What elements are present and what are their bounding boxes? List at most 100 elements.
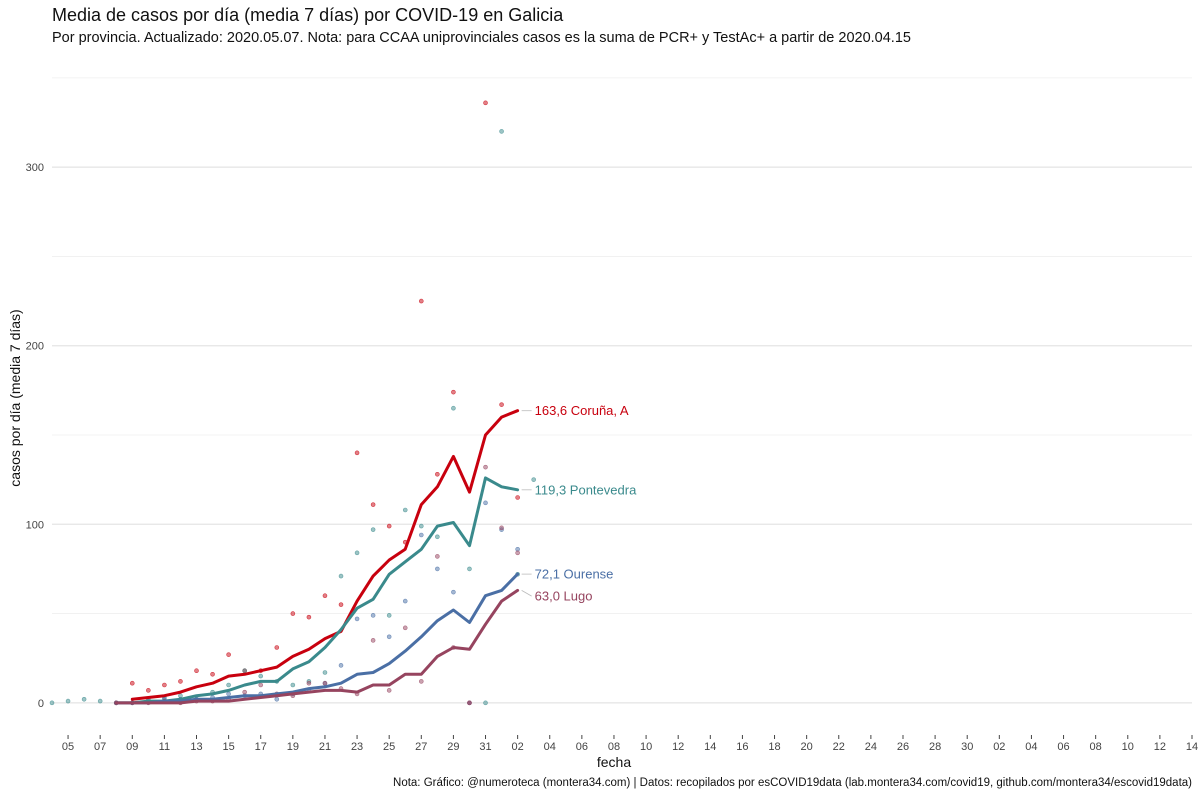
x-tick-label: 22 xyxy=(833,741,845,753)
data-point-pontevedra xyxy=(499,129,504,134)
data-point-ourense xyxy=(338,663,344,668)
data-point-pontevedra xyxy=(531,477,536,482)
end-label-ourense: 72,1 Ourense xyxy=(535,567,614,582)
x-tick-label: 19 xyxy=(287,741,299,753)
chart-title: Media de casos por día (media 7 días) po… xyxy=(52,5,564,25)
x-tick-label: 24 xyxy=(865,741,877,753)
data-point-coru-a-a xyxy=(435,471,440,477)
data-point-lugo xyxy=(322,680,328,686)
data-point-lugo xyxy=(418,679,424,684)
data-point-pontevedra xyxy=(483,700,488,706)
end-label-lugo: 63,0 Lugo xyxy=(535,589,593,604)
x-tick-label: 04 xyxy=(544,741,556,753)
data-point-lugo xyxy=(242,689,247,695)
x-tick-label: 16 xyxy=(736,741,748,753)
data-point-pontevedra xyxy=(97,698,103,704)
data-point-coru-a-a xyxy=(306,614,312,620)
x-tick-label: 25 xyxy=(383,741,395,753)
data-point-pontevedra xyxy=(338,573,344,579)
data-point-pontevedra xyxy=(49,700,55,706)
data-point-coru-a-a xyxy=(483,100,488,106)
data-point-lugo xyxy=(306,680,312,686)
x-tick-label: 26 xyxy=(897,741,909,753)
data-point-coru-a-a xyxy=(210,671,215,677)
end-label-coru-a-a: 163,6 Coruña, A xyxy=(535,403,629,418)
data-point-coru-a-a xyxy=(162,682,167,688)
data-point-pontevedra xyxy=(226,682,231,688)
x-tick-label: 14 xyxy=(1186,741,1198,753)
x-tick-label: 06 xyxy=(1057,741,1069,753)
data-point-lugo xyxy=(483,464,488,470)
x-tick-label: 10 xyxy=(1122,741,1134,753)
data-point-lugo xyxy=(515,550,520,556)
data-point-pontevedra xyxy=(451,405,456,411)
data-point-pontevedra xyxy=(290,682,296,688)
data-point-lugo xyxy=(499,525,504,531)
data-point-pontevedra xyxy=(402,507,408,513)
x-tick-label: 13 xyxy=(190,741,202,753)
data-point-ourense xyxy=(274,696,280,702)
x-tick-label: 06 xyxy=(576,741,588,753)
data-point-ourense xyxy=(226,691,231,697)
data-point-lugo xyxy=(386,688,392,693)
data-point-coru-a-a xyxy=(354,450,360,456)
data-point-coru-a-a xyxy=(386,523,392,529)
data-point-coru-a-a xyxy=(418,298,424,304)
data-point-coru-a-a xyxy=(146,688,151,693)
x-tick-label: 02 xyxy=(512,741,524,753)
y-tick-label: 0 xyxy=(38,698,44,710)
data-point-ourense xyxy=(435,566,440,572)
x-tick-label: 31 xyxy=(479,741,491,753)
x-tick-label: 10 xyxy=(640,741,652,753)
data-point-pontevedra xyxy=(65,698,71,704)
data-point-coru-a-a xyxy=(226,652,231,657)
x-tick-label: 18 xyxy=(768,741,780,753)
x-tick-label: 12 xyxy=(672,741,684,753)
series-line-ourense xyxy=(114,572,520,705)
end-label-leader-lugo xyxy=(521,590,532,597)
chart-caption: Nota: Gráfico: @numeroteca (montera34.co… xyxy=(393,777,1192,789)
data-point-coru-a-a xyxy=(370,502,376,507)
data-point-ourense xyxy=(386,634,392,640)
data-point-coru-a-a xyxy=(274,645,280,650)
data-point-coru-a-a xyxy=(451,389,456,395)
grid-layer xyxy=(52,77,1192,704)
x-tick-label: 05 xyxy=(62,741,74,753)
data-point-pontevedra xyxy=(435,534,440,540)
data-point-pontevedra xyxy=(467,566,472,572)
data-point-pontevedra xyxy=(418,523,424,529)
x-tick-label: 02 xyxy=(993,741,1005,753)
y-tick-label: 200 xyxy=(26,341,44,353)
y-axis-label: casos por día (media 7 días) xyxy=(7,309,23,487)
data-point-pontevedra xyxy=(386,613,392,618)
data-point-ourense xyxy=(354,616,360,622)
x-tick-label: 04 xyxy=(1025,741,1037,753)
data-point-coru-a-a xyxy=(499,402,504,407)
data-point-ourense xyxy=(483,500,488,506)
end-label-pontevedra: 119,3 Pontevedra xyxy=(535,482,637,497)
x-tick-label: 12 xyxy=(1154,741,1166,753)
data-point-coru-a-a xyxy=(129,680,135,686)
data-point-coru-a-a xyxy=(515,495,520,500)
data-point-coru-a-a xyxy=(178,679,183,684)
series-line-pontevedra xyxy=(114,476,520,705)
series-line-coru-a-a xyxy=(130,409,520,701)
data-point-lugo xyxy=(258,682,264,688)
end-labels-layer: 163,6 Coruña, A 119,3 Pontevedra 72,1 Oure… xyxy=(521,403,637,604)
x-tick-label: 29 xyxy=(447,741,459,753)
series-line-lugo xyxy=(114,588,520,705)
data-point-ourense xyxy=(451,589,456,595)
x-tick-label: 15 xyxy=(222,741,234,753)
data-point-lugo xyxy=(435,554,440,559)
data-point-ourense xyxy=(402,598,408,604)
x-tick-label: 09 xyxy=(126,741,138,753)
x-tick-label: 28 xyxy=(929,741,941,753)
y-tick-label: 300 xyxy=(26,162,44,174)
data-point-pontevedra xyxy=(81,696,87,702)
data-point-pontevedra xyxy=(322,670,328,675)
data-point-coru-a-a xyxy=(338,602,344,607)
data-point-pontevedra xyxy=(354,550,360,556)
x-tick-label: 27 xyxy=(415,741,427,753)
data-point-pontevedra xyxy=(242,668,247,674)
